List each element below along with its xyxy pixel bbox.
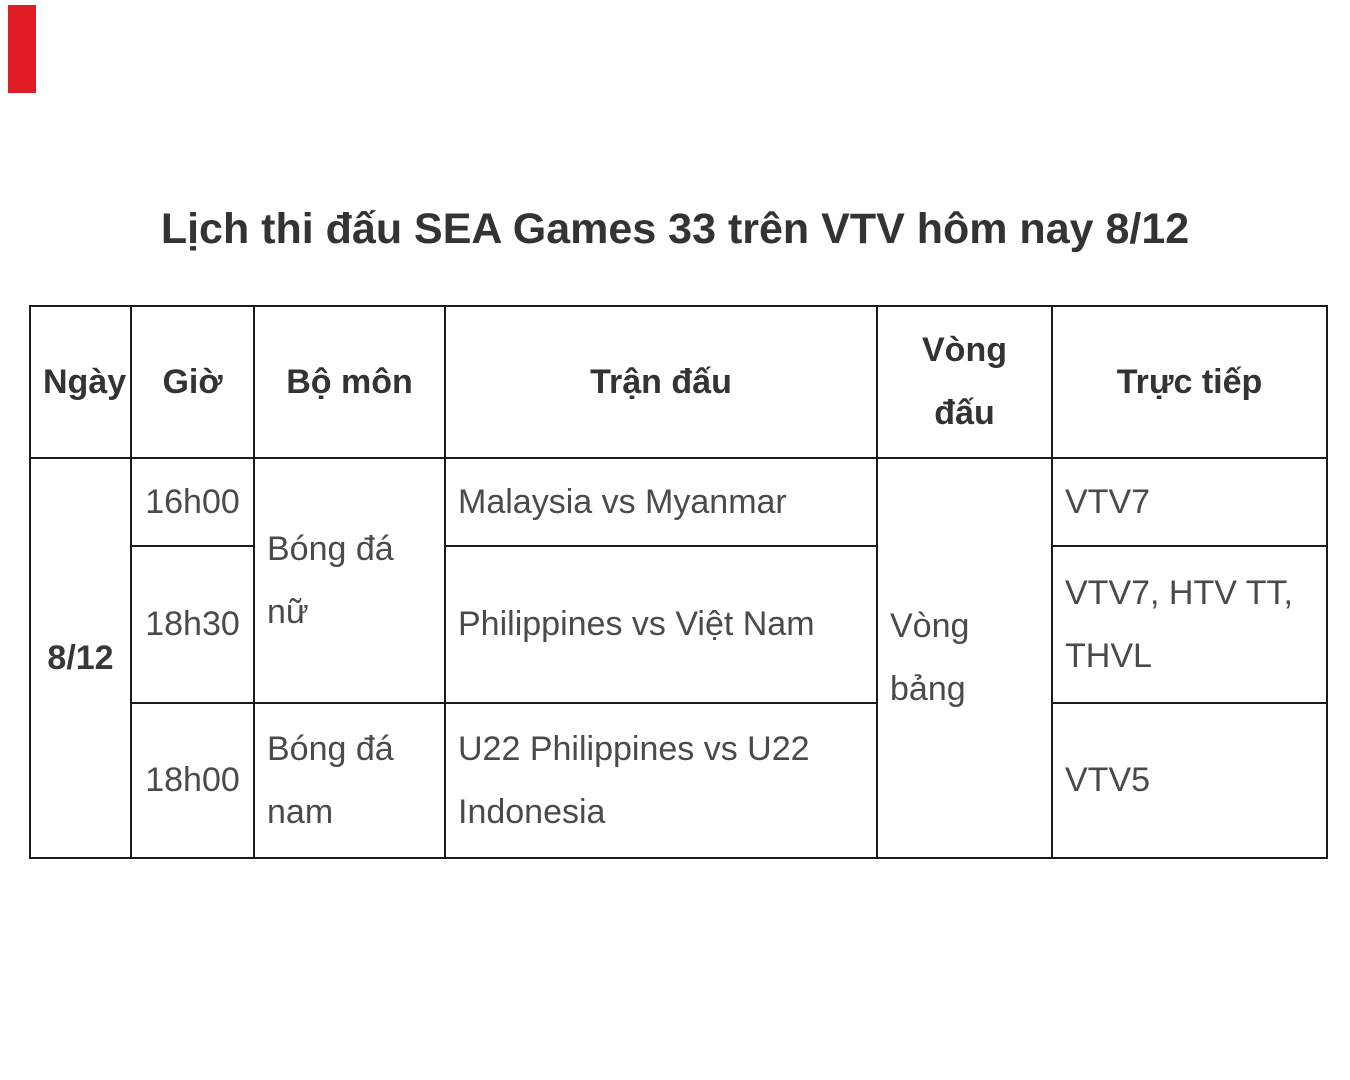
table-header-row: Ngày Giờ Bộ môn Trận đấu Vòng đấu Trực t… [29, 305, 1328, 459]
header-cell-date: Ngày [29, 305, 132, 459]
match-cell: Malaysia vs Myanmar [444, 457, 878, 547]
channel-cell: VTV7 [1051, 457, 1328, 547]
header-cell-match: Trận đấu [444, 305, 878, 459]
header-cell-round: Vòng đấu [876, 305, 1053, 459]
date-cell: 8/12 [29, 457, 132, 859]
header-cell-sport: Bộ môn [253, 305, 446, 459]
sport-cell: Bóng đá nam [253, 702, 446, 859]
schedule-table: Ngày Giờ Bộ môn Trận đấu Vòng đấu Trực t… [29, 305, 1328, 859]
red-marker [8, 5, 36, 93]
header-cell-time: Giờ [130, 305, 255, 459]
time-cell: 16h00 [130, 457, 255, 547]
channel-cell: VTV7, HTV TT, THVL [1051, 545, 1328, 704]
time-cell: 18h00 [130, 702, 255, 859]
table-row: 18h30 Philippines vs Việt Nam VTV7, HTV … [30, 545, 1328, 704]
table-row: 8/12 16h00 Bóng đá nữ Malaysia vs Myanma… [29, 457, 1328, 859]
header-cell-channel: Trực tiếp [1051, 305, 1328, 459]
table-row: 18h00 Bóng đá nam U22 Philippines vs U22… [30, 702, 1328, 859]
page-title: Lịch thi đấu SEA Games 33 trên VTV hôm n… [160, 205, 1190, 253]
sport-cell: Bóng đá nữ [253, 457, 446, 704]
time-cell: 18h30 [130, 545, 255, 704]
channel-cell: VTV5 [1051, 702, 1328, 859]
match-cell: U22 Philippines vs U22 Indonesia [444, 702, 878, 859]
round-cell: Vòng bảng [876, 457, 1053, 859]
match-cell: Philippines vs Việt Nam [444, 545, 878, 704]
